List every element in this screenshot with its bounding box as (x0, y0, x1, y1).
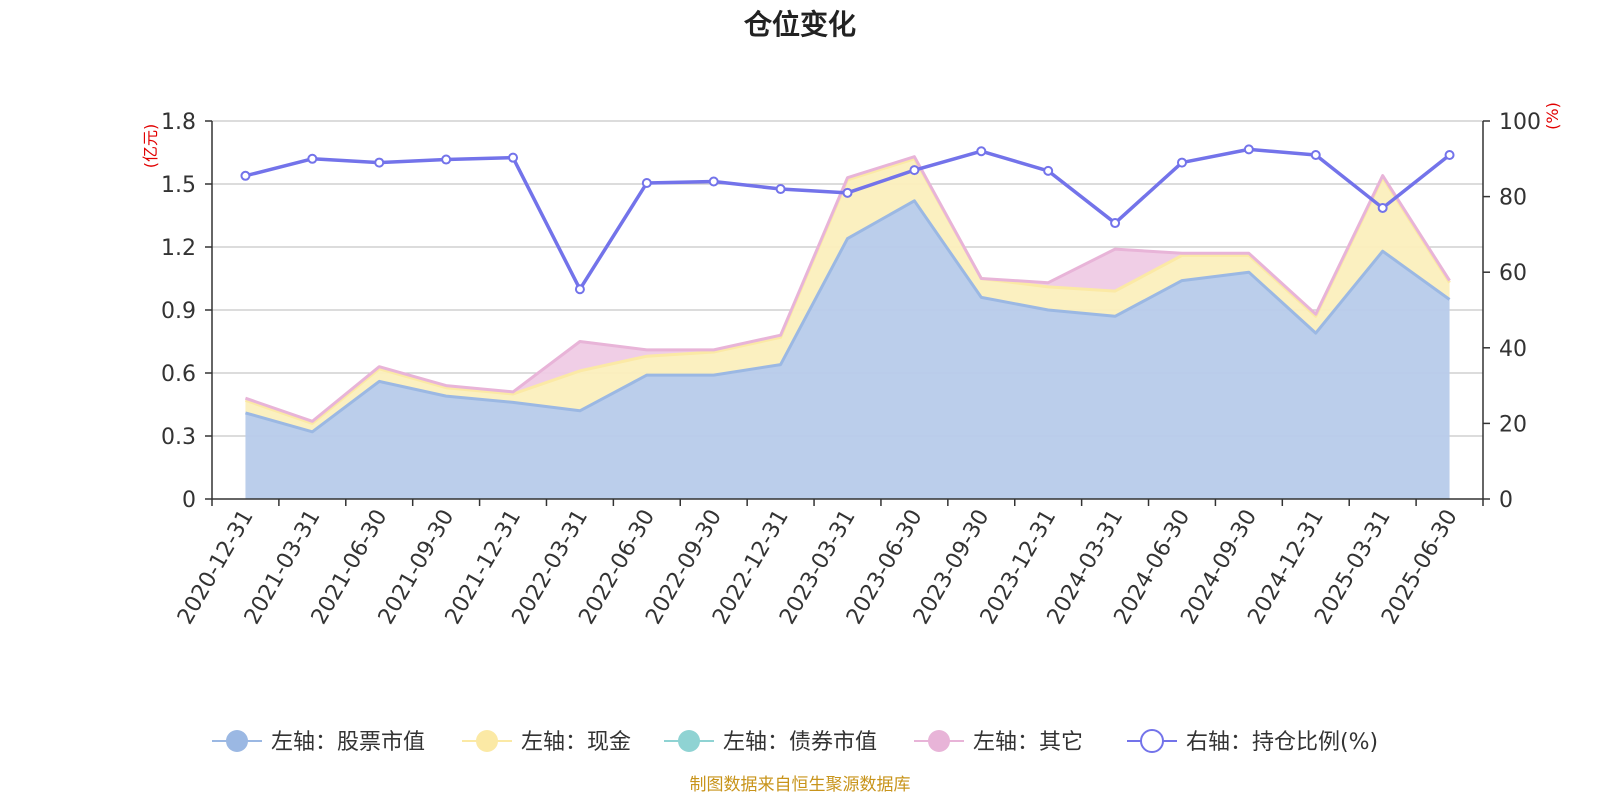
y-left-tick-label: 0.3 (161, 425, 196, 450)
legend-label: 右轴：持仓比例(%) (1186, 730, 1378, 755)
ratio-point (1110, 218, 1121, 229)
left-axis-unit: (亿元) (141, 124, 160, 169)
ratio-point (1043, 165, 1054, 176)
legend-item[interactable]: 左轴：现金 (462, 730, 631, 755)
legend-marker (476, 730, 498, 752)
ratio-point (240, 170, 251, 181)
ratio-point (1444, 150, 1455, 161)
ratio-point (708, 176, 719, 187)
y-left-tick-label: 1.2 (161, 236, 196, 261)
stock-value-area (245, 200, 1450, 500)
y-right-tick-label: 40 (1499, 337, 1527, 362)
right-axis-unit: (%) (1543, 102, 1562, 130)
y-left-tick-label: 0.9 (161, 299, 196, 324)
ratio-point (842, 187, 853, 198)
legend-label: 左轴：现金 (521, 730, 631, 755)
stacked-areas (244, 155, 1451, 500)
y-right-tick-label: 0 (1499, 488, 1513, 513)
ratio-point (909, 165, 920, 176)
ratio-point (1310, 150, 1321, 161)
cash-area (245, 158, 1450, 432)
ratio-point (1176, 157, 1187, 168)
data-source-note: 制图数据来自恒生聚源数据库 (690, 775, 911, 795)
ratio-line (240, 144, 1455, 295)
y-left-tick-label: 0.6 (161, 362, 196, 387)
y-right-tick-label: 80 (1499, 186, 1527, 211)
legend-marker (1140, 729, 1164, 753)
y-left-tick-label: 1.5 (161, 173, 196, 198)
ratio-point (641, 177, 652, 188)
chart-title: 仓位变化 (744, 8, 856, 41)
y-right-tick-label: 20 (1499, 412, 1527, 437)
other-outline (244, 155, 1451, 423)
legend-marker (678, 730, 700, 752)
legend-label: 左轴：股票市值 (271, 730, 425, 755)
ratio-point (307, 153, 318, 164)
legend-marker (928, 730, 950, 752)
legend-marker (226, 730, 248, 752)
ratio-point (374, 157, 385, 168)
y-left-tick-label: 1.8 (161, 110, 196, 135)
legend-item[interactable]: 左轴：债券市值 (664, 730, 877, 755)
legend-item[interactable]: 左轴：其它 (914, 730, 1083, 755)
y-right-tick-label: 60 (1499, 261, 1527, 286)
ratio-point (508, 152, 519, 163)
legend-label: 左轴：其它 (973, 730, 1083, 755)
legend-item[interactable]: 左轴：股票市值 (212, 730, 425, 755)
ratio-point (1377, 202, 1388, 213)
y-left-tick-label: 0 (182, 488, 196, 513)
legend: 左轴：股票市值 左轴：现金 左轴：债券市值 左轴：其它 右轴：持仓比例(%) (212, 729, 1378, 755)
ratio-point (775, 184, 786, 195)
stock-value-outline (245, 199, 1451, 434)
legend-label: 左轴：债券市值 (723, 730, 877, 755)
y-right-tick-label: 100 (1499, 110, 1541, 135)
ratio-point (1243, 144, 1254, 155)
ratio-point (441, 154, 452, 165)
ratio-point (976, 146, 987, 157)
legend-item[interactable]: 右轴：持仓比例(%) (1127, 729, 1378, 755)
ratio-point (574, 284, 585, 295)
